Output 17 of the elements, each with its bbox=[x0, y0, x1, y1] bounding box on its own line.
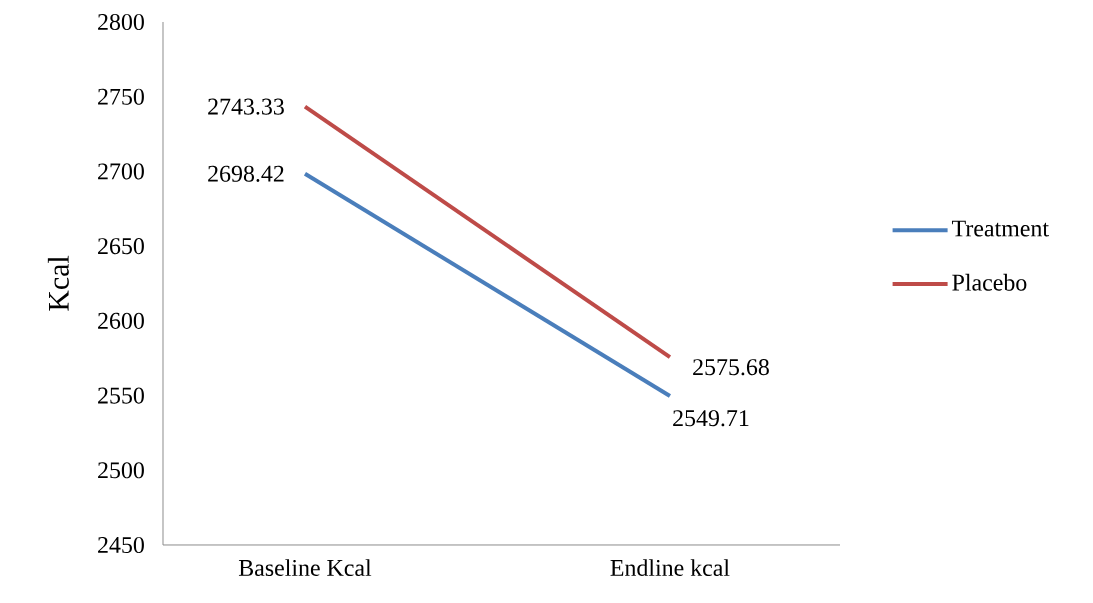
data-label: 2549.71 bbox=[673, 410, 749, 427]
y-tick-label: 2800 bbox=[98, 13, 144, 31]
y-tick-label: 2750 bbox=[98, 88, 144, 105]
legend-label: Placebo bbox=[952, 273, 1027, 291]
y-tick-label: 2700 bbox=[98, 163, 144, 180]
y-axis-title: Kcal bbox=[47, 255, 69, 311]
y-tick-label: 2550 bbox=[98, 387, 144, 404]
x-tick-label: Baseline Kcal bbox=[238, 559, 372, 576]
legend-label: Treatment bbox=[952, 220, 1049, 237]
y-tick-label: 2650 bbox=[98, 238, 144, 255]
data-label: 2743.33 bbox=[208, 98, 284, 115]
data-label: 2698.42 bbox=[208, 165, 284, 182]
x-tick-label: Endline kcal bbox=[610, 559, 730, 576]
y-tick-label: 2450 bbox=[98, 536, 144, 554]
y-tick-label: 2500 bbox=[98, 462, 144, 479]
data-label: 2575.68 bbox=[693, 359, 769, 376]
y-tick-label: 2600 bbox=[98, 312, 144, 329]
